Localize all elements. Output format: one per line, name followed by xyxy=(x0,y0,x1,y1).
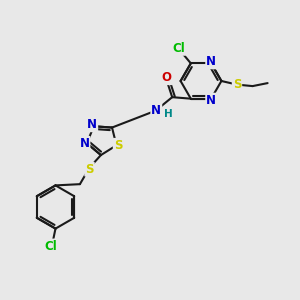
Text: N: N xyxy=(87,118,97,131)
Text: N: N xyxy=(151,103,161,117)
Text: N: N xyxy=(206,94,216,107)
Text: S: S xyxy=(233,78,241,91)
Text: O: O xyxy=(162,71,172,84)
Text: Cl: Cl xyxy=(45,239,57,253)
Text: N: N xyxy=(80,137,89,150)
Text: H: H xyxy=(164,109,173,119)
Text: Cl: Cl xyxy=(172,42,185,55)
Text: S: S xyxy=(85,163,94,176)
Text: S: S xyxy=(114,139,122,152)
Text: N: N xyxy=(206,55,216,68)
